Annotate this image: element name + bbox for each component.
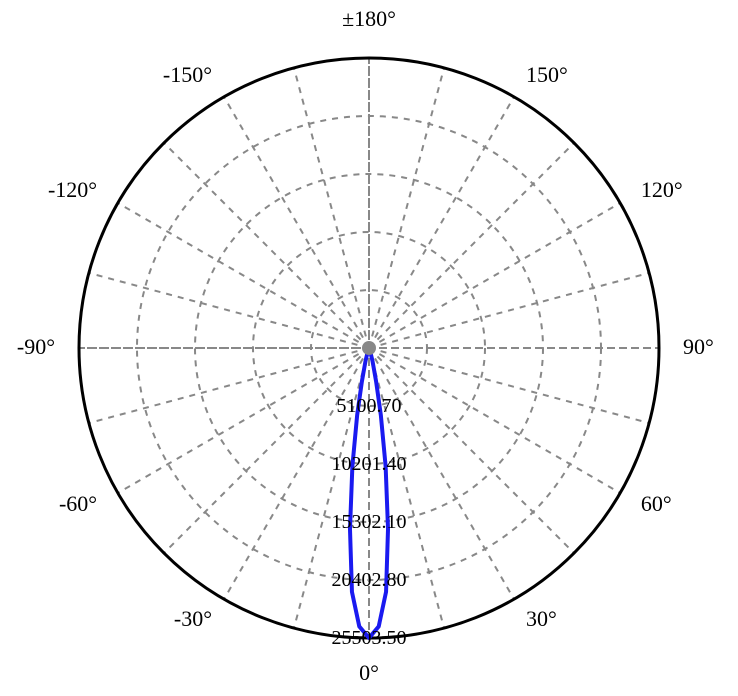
angle-label: 150°	[526, 62, 568, 87]
angle-label: 0°	[359, 660, 379, 685]
angle-label: ±180°	[342, 6, 396, 31]
radial-label: 5100.70	[337, 395, 402, 417]
center-hub	[362, 341, 376, 355]
polar-chart: ±180° 150° 120° 90° 60° 30° 0° -30° -60° -90° -120…	[0, 0, 738, 696]
radial-label: 15302.10	[332, 511, 407, 533]
radial-label: 20402.80	[332, 569, 407, 591]
angle-label: 120°	[641, 177, 683, 202]
radial-label: 25503.50	[332, 627, 407, 649]
angle-label: -150°	[163, 62, 212, 87]
polar-svg: ±180° 150° 120° 90° 60° 30° 0° -30° -60° -90° -120…	[0, 0, 738, 696]
angle-label: 60°	[641, 491, 672, 516]
angle-label: -30°	[174, 606, 212, 631]
angle-label: 30°	[526, 606, 557, 631]
angle-label: -120°	[48, 177, 97, 202]
angle-label: 90°	[683, 334, 714, 359]
angle-label: -90°	[17, 334, 55, 359]
angle-label: -60°	[59, 491, 97, 516]
radial-label: 10201.40	[332, 453, 407, 475]
